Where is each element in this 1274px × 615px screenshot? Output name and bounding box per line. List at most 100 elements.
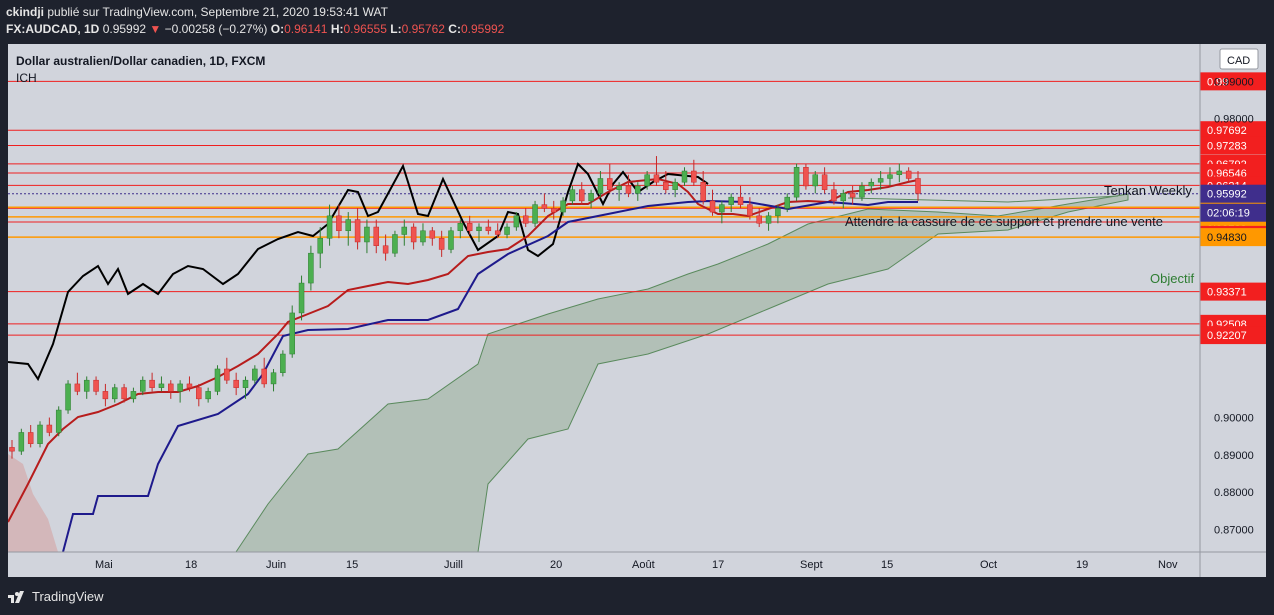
- close-value: 0.95992: [460, 22, 505, 36]
- candle: [793, 163, 800, 201]
- candle-body: [775, 208, 781, 217]
- candle-body: [140, 379, 146, 392]
- candle: [177, 380, 183, 403]
- candle-body: [691, 170, 697, 183]
- candle-body: [83, 379, 90, 392]
- candle: [747, 197, 753, 220]
- candle: [298, 275, 305, 321]
- candle: [252, 365, 258, 384]
- x-tick-label: Mai: [95, 559, 113, 571]
- candle: [270, 368, 277, 392]
- chart-title: Dollar australien/Dollar canadien, 1D, F…: [16, 54, 266, 68]
- candle: [364, 219, 370, 254]
- candle: [205, 387, 211, 403]
- candle-body: [560, 200, 566, 213]
- candle: [579, 182, 585, 205]
- price-tag-text: 0.97283: [1207, 140, 1247, 152]
- candle-body: [803, 167, 809, 187]
- candle-body: [681, 170, 688, 183]
- candle-body: [915, 178, 921, 194]
- candle: [130, 387, 137, 403]
- candle: [485, 219, 492, 235]
- countdown-tag: 02:06:19: [1200, 203, 1266, 222]
- chart-canvas[interactable]: 0.990.976920.972830.967920.965460.962140…: [7, 44, 1266, 577]
- candle-body: [905, 170, 912, 179]
- brand-name: TradingView: [32, 589, 104, 604]
- candle-body: [700, 181, 706, 202]
- open-label: O:: [270, 22, 285, 36]
- candle-body: [326, 215, 333, 239]
- currency-tag[interactable]: CAD: [1219, 48, 1259, 70]
- price-tag-orange: 0.94830: [1200, 228, 1266, 247]
- footer-bar: TradingView: [0, 577, 1274, 615]
- x-tick-label: 20: [550, 559, 562, 571]
- candle: [55, 406, 62, 437]
- candle-body: [93, 379, 99, 392]
- candle-body: [635, 185, 641, 194]
- candle: [93, 376, 99, 396]
- candle-body: [485, 226, 492, 232]
- candle: [83, 376, 90, 399]
- candle-body: [466, 223, 473, 232]
- candle-body: [46, 424, 53, 433]
- candle: [803, 163, 809, 190]
- candle-body: [280, 353, 286, 373]
- candle: [831, 182, 837, 205]
- candle-body: [242, 379, 249, 388]
- candle: [214, 365, 221, 396]
- candle-body: [522, 215, 529, 224]
- candle: [326, 204, 333, 246]
- candle-body: [102, 391, 109, 400]
- support-annotation: Attendre la cassure de ce support et pre…: [845, 214, 1163, 229]
- candle: [849, 185, 856, 205]
- x-tick-label: Juill: [444, 559, 463, 571]
- candle: [224, 357, 230, 384]
- candle: [541, 193, 548, 213]
- candle: [410, 223, 417, 250]
- last-price-text: 0.95992: [1207, 189, 1247, 201]
- candle-body: [196, 387, 202, 400]
- tradingview-logo[interactable]: TradingView: [8, 589, 104, 604]
- candle-body: [747, 204, 753, 217]
- candle: [635, 182, 641, 201]
- price-tag-bg: [1200, 121, 1266, 140]
- candle: [644, 171, 650, 190]
- candle-body: [214, 368, 221, 392]
- chart-area[interactable]: 0.990.976920.972830.967920.965460.962140…: [7, 44, 1266, 577]
- low-value: 0.95762: [401, 22, 445, 36]
- candle-body: [793, 167, 800, 198]
- candle-body: [121, 387, 127, 400]
- candle: [121, 383, 127, 403]
- candle: [494, 223, 501, 239]
- candle: [345, 212, 351, 246]
- price-tag-red: 0.92207: [1200, 326, 1266, 345]
- candle: [140, 376, 146, 396]
- candle-body: [541, 204, 548, 209]
- candle-body: [812, 174, 819, 187]
- candle: [709, 189, 716, 216]
- author-name[interactable]: ckindji: [6, 5, 45, 19]
- currency-label: CAD: [1227, 55, 1250, 67]
- candle-body: [65, 383, 71, 411]
- candle-body: [289, 312, 295, 355]
- price-tag-bg: [1200, 136, 1266, 155]
- published-text: publié sur TradingView.com, Septembre 21…: [47, 5, 388, 19]
- candle: [812, 171, 819, 194]
- candle-body: [308, 252, 314, 284]
- ichimoku-cloud: [8, 193, 1129, 553]
- candle: [448, 227, 454, 254]
- candle: [37, 421, 43, 448]
- candle: [242, 376, 249, 399]
- candle-body: [158, 383, 165, 388]
- candle-body: [37, 424, 43, 444]
- candle: [877, 171, 884, 190]
- tradingview-logo-icon: [8, 590, 24, 603]
- y-tick-label: 0.90000: [1214, 413, 1254, 425]
- price-tag-red: 0.99: [1200, 72, 1266, 91]
- candle: [691, 159, 697, 186]
- candle-body: [18, 432, 25, 452]
- candle-body: [887, 174, 893, 179]
- candle: [102, 383, 109, 407]
- indicator-label[interactable]: ICH: [16, 71, 37, 85]
- candle-body: [345, 219, 351, 232]
